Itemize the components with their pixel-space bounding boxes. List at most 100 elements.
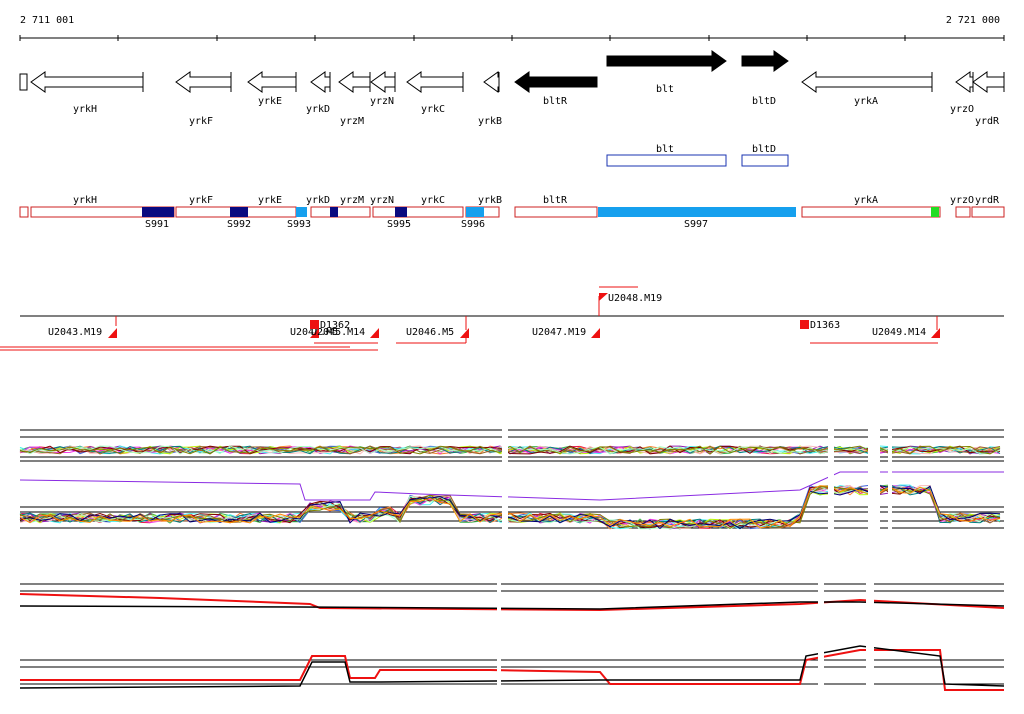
segment-label: yrdR <box>975 195 1000 206</box>
profile-gap <box>502 428 508 543</box>
segment-box <box>955 206 971 218</box>
gene-label-yrzM: yrzM <box>340 116 364 127</box>
summary-line-red <box>19 593 1005 612</box>
segment-label: yrkH <box>73 195 97 206</box>
highlight-box <box>606 154 727 167</box>
tu-label: U2048.M19 <box>608 293 662 304</box>
tu-marker <box>460 328 469 338</box>
segment-label: yrzM <box>340 195 364 206</box>
summary-line-black <box>19 645 1005 689</box>
tu-label: U2047.M19 <box>532 327 586 338</box>
gene-arrow-yrkB <box>483 71 500 93</box>
segment-box <box>372 206 464 218</box>
segment-fill <box>296 207 307 217</box>
coordinate-ruler: 2 711 001 2 721 000 <box>19 15 1005 41</box>
gene-arrow-yrkC <box>406 71 464 93</box>
site-label: S993 <box>287 219 311 230</box>
tu-label: U2049.M14 <box>872 327 926 338</box>
segment-label: yrkB <box>478 195 502 206</box>
highlight-label: bltD <box>752 144 776 155</box>
profile-line <box>19 485 1001 530</box>
segment-label: yrkC <box>421 195 445 206</box>
gene-arrow-yrzM <box>338 71 371 93</box>
highlight-box <box>741 154 789 167</box>
segment-label: yrzO <box>950 195 974 206</box>
site-label: S991 <box>145 219 169 230</box>
summary-gap <box>497 578 501 698</box>
gene-label-yrkD: yrkD <box>306 104 330 115</box>
tu-label: U2045.M14 <box>311 327 365 338</box>
profile-gap <box>888 428 892 543</box>
gene-label-bltD: bltD <box>752 96 776 107</box>
gene-label-yrzO: yrzO <box>950 104 974 115</box>
summary-profile-track <box>19 578 1005 698</box>
site-label: S992 <box>227 219 251 230</box>
segment-fill <box>931 207 939 217</box>
tu-marker <box>310 328 319 338</box>
profile-gap <box>868 428 880 543</box>
gene-label-blt: blt <box>656 84 674 95</box>
gene-label-bltR: bltR <box>543 96 568 107</box>
gene-label-yrkF: yrkF <box>189 116 213 127</box>
gene-label-yrdR: yrdR <box>975 116 1000 127</box>
profile-line <box>19 485 1001 529</box>
ruler-start-label: 2 711 001 <box>20 15 74 26</box>
gene-arrow-yrkE <box>247 71 297 93</box>
segment-box <box>19 206 29 218</box>
gene-arrow-yrkD <box>310 71 331 93</box>
gene-label-yrkA: yrkA <box>854 96 878 107</box>
highlighted-gene-track: blt bltD <box>606 144 789 167</box>
highlight-label: blt <box>656 144 674 155</box>
gene-arrow-bltD <box>741 50 789 72</box>
segment-track: yrkH yrkF yrkE yrkD yrzM yrzN yrkC yrkB bltR yrkA… <box>19 195 1005 230</box>
profile-line <box>19 471 1004 501</box>
segment-fill <box>330 207 338 217</box>
segment-label: yrkE <box>258 195 282 206</box>
summary-gap <box>866 578 874 698</box>
expression-profile-track <box>19 428 1004 543</box>
profile-gap <box>828 428 834 543</box>
segment-box <box>514 206 598 218</box>
tu-marker <box>370 328 379 338</box>
segment-label: yrkD <box>306 195 330 206</box>
segment-box <box>801 206 941 218</box>
gene-arrow-yrdR <box>972 71 1005 93</box>
gene-label-yrkC: yrkC <box>421 104 445 115</box>
summary-gap <box>818 578 824 698</box>
motif-label: D1362 <box>320 320 350 331</box>
gene-arrow-yrzO <box>955 71 974 93</box>
tu-label: U2043.M19 <box>48 327 102 338</box>
tu-label: U2046.M5 <box>406 327 454 338</box>
segment-label: bltR <box>543 195 568 206</box>
motif-block <box>800 320 809 329</box>
gene-fragment <box>19 73 28 91</box>
tu-marker <box>591 328 600 338</box>
profile-line <box>19 445 1001 455</box>
site-label: S996 <box>461 219 485 230</box>
gene-label-yrkE: yrkE <box>258 96 282 107</box>
segment-label: yrzN <box>370 195 394 206</box>
gene-track: yrkH yrkF yrkE yrkD yrzM yrzN yrkC yrkB bltR blt b… <box>19 50 1005 127</box>
segment-fill <box>598 207 796 217</box>
gene-label-yrkH: yrkH <box>73 104 97 115</box>
segment-fill <box>466 207 484 217</box>
motif-block <box>310 320 319 329</box>
gene-arrow-yrzN <box>370 71 396 93</box>
summary-line-black <box>19 601 1005 610</box>
tu-marker <box>108 328 117 338</box>
ruler-end-label: 2 721 000 <box>946 15 1000 26</box>
tu-marker <box>931 328 940 338</box>
segment-box <box>310 206 371 218</box>
summary-line-red <box>20 649 1004 691</box>
segment-box <box>971 206 1005 218</box>
profile-line <box>19 445 1001 455</box>
gene-label-yrkB: yrkB <box>478 116 502 127</box>
segment-fill <box>142 207 174 217</box>
motif-label: D1363 <box>810 320 840 331</box>
site-label: S997 <box>684 219 708 230</box>
tu-label: U2044.M5 <box>290 327 338 338</box>
segment-label: yrkF <box>189 195 213 206</box>
site-label: S995 <box>387 219 411 230</box>
